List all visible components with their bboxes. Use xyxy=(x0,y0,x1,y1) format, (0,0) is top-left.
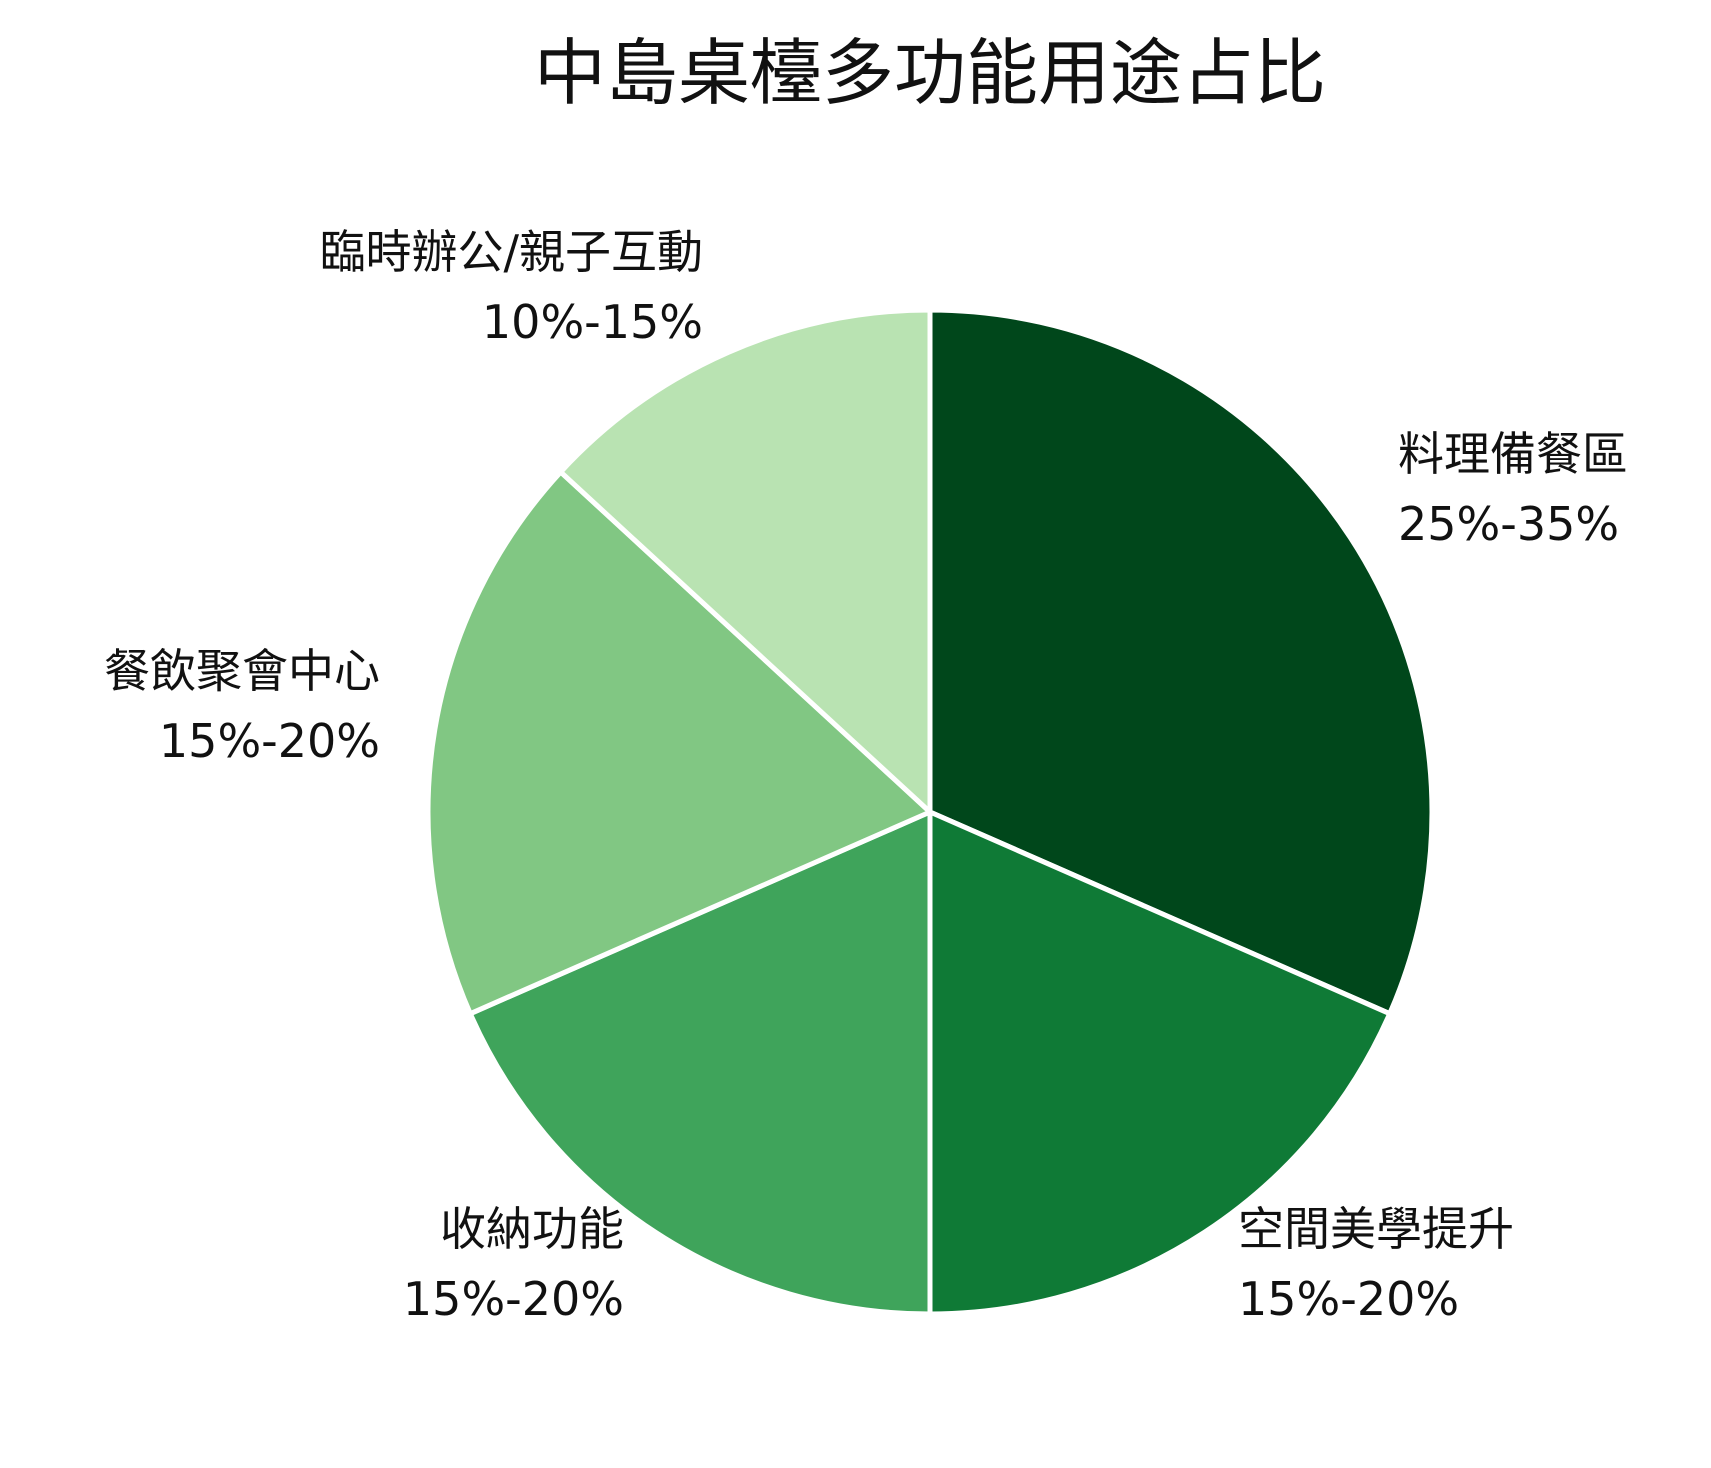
pie-slice xyxy=(425,468,935,1017)
pie-labels: 料理備餐區 25%-35% 空間美學提升 15%-20% 收納功能 15%-20% 餐飲聚會… xyxy=(104,225,1628,1326)
pie-slice xyxy=(927,808,1394,1317)
slice-category-label: 空間美學提升 xyxy=(1238,1202,1514,1256)
slice-value-label: 15%-20% xyxy=(403,1272,624,1326)
pie-slice xyxy=(927,307,1435,1017)
chart-title: 中島桌檯多功能用途占比 xyxy=(534,31,1326,115)
pie-slice xyxy=(557,307,933,818)
slice-value-label: 10%-15% xyxy=(482,295,703,349)
slice-value-label: 25%-35% xyxy=(1398,497,1619,551)
slice-value-label: 15%-20% xyxy=(159,714,380,768)
slice-value-label: 15%-20% xyxy=(1238,1272,1459,1326)
slice-category-label: 收納功能 xyxy=(440,1202,624,1256)
pie-slice xyxy=(466,808,933,1317)
slice-category-label: 料理備餐區 xyxy=(1398,427,1628,481)
slice-category-label: 臨時辦公/親子互動 xyxy=(320,225,704,279)
pie-slices xyxy=(425,307,1435,1317)
slice-category-label: 餐飲聚會中心 xyxy=(104,644,380,698)
